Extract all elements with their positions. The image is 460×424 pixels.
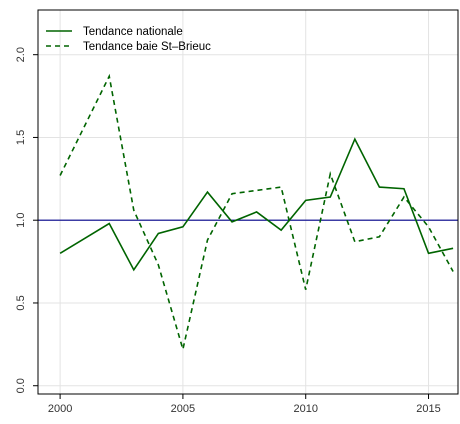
- y-tick-label: 1.5: [15, 130, 27, 145]
- x-tick-label: 2000: [48, 403, 72, 415]
- x-tick-label: 2010: [293, 403, 317, 415]
- series-line-nationale: [59, 137, 454, 272]
- grid-lines: [38, 10, 458, 394]
- series-line-baie: [59, 73, 454, 350]
- axes: 2000 2005 2010 2015 0.0 0.5 1.0 1.5 2.0: [15, 47, 441, 415]
- series-group: [59, 73, 454, 350]
- legend: Tendance nationale Tendance baie St–Brieu…: [46, 26, 211, 53]
- y-tick-label: 1.0: [15, 213, 27, 228]
- x-tick-label: 2015: [416, 403, 440, 415]
- legend-label: Tendance baie St–Brieuc: [83, 41, 211, 53]
- y-tick-label: 2.0: [15, 47, 27, 62]
- y-tick-label: 0.0: [15, 378, 27, 393]
- legend-label: Tendance nationale: [83, 26, 183, 38]
- plot-border: [37, 9, 459, 395]
- y-tick-label: 0.5: [15, 295, 27, 310]
- x-tick-label: 2005: [171, 403, 195, 415]
